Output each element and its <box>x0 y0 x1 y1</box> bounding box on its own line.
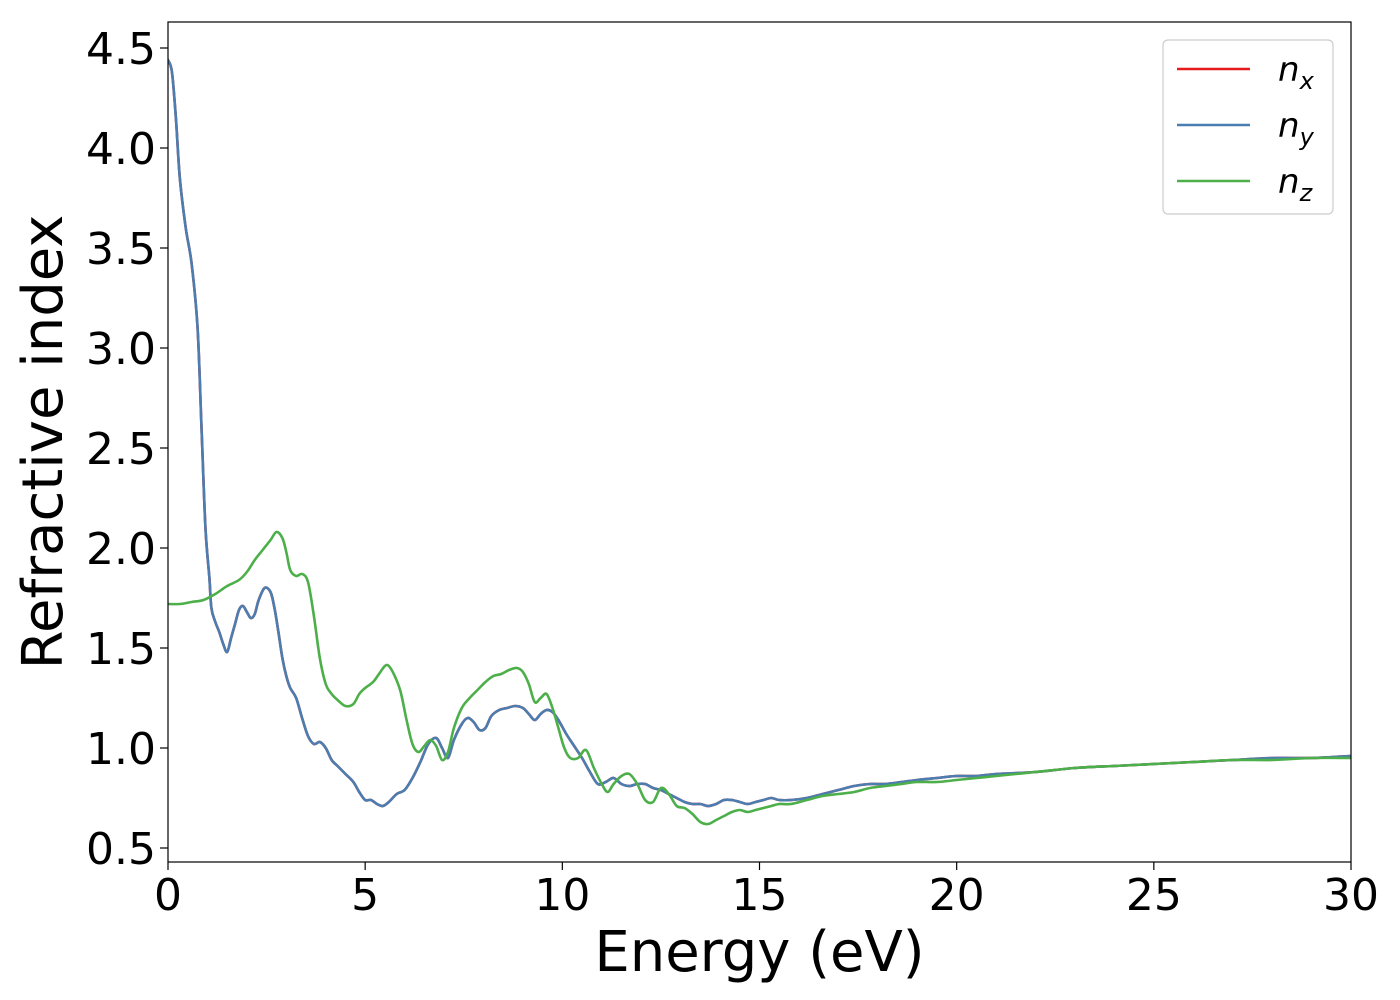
y-tick-label: 1.5 <box>86 624 156 675</box>
legend-label-x: nx <box>1278 50 1315 95</box>
series-line-z <box>168 530 1351 826</box>
legend-label-z: nz <box>1278 162 1314 207</box>
y-tick-label: 4.0 <box>86 124 156 175</box>
y-tick-label: 1.0 <box>86 724 156 775</box>
x-tick-label: 5 <box>351 870 379 921</box>
x-tick-label: 20 <box>929 870 985 921</box>
x-tick-label: 0 <box>154 870 182 921</box>
x-tick-label: 25 <box>1126 870 1182 921</box>
y-tick-label: 3.5 <box>86 224 156 275</box>
x-axis: 0 5 10 15 20 25 30 <box>154 862 1379 921</box>
x-tick-label: 15 <box>732 870 788 921</box>
y-tick-label: 2.0 <box>86 524 156 575</box>
legend-frame <box>1162 39 1334 215</box>
x-tick-label: 10 <box>534 870 590 921</box>
y-tick-label: 2.5 <box>86 424 156 475</box>
legend-label-y: ny <box>1278 106 1315 151</box>
legend: nx ny nz <box>1162 39 1334 215</box>
x-axis-label: Energy (eV) <box>594 920 924 985</box>
y-tick-label: 3.0 <box>86 324 156 375</box>
y-tick-label: 0.5 <box>86 824 156 875</box>
y-tick-label: 4.5 <box>86 24 156 75</box>
y-axis: 0.5 1.0 1.5 2.0 2.5 3.0 3.5 4.0 4.5 <box>86 24 168 875</box>
y-axis-label: Refractive index <box>11 215 76 670</box>
series-layer <box>168 58 1351 826</box>
x-tick-label: 30 <box>1323 870 1379 921</box>
series-line-y <box>168 58 1351 808</box>
